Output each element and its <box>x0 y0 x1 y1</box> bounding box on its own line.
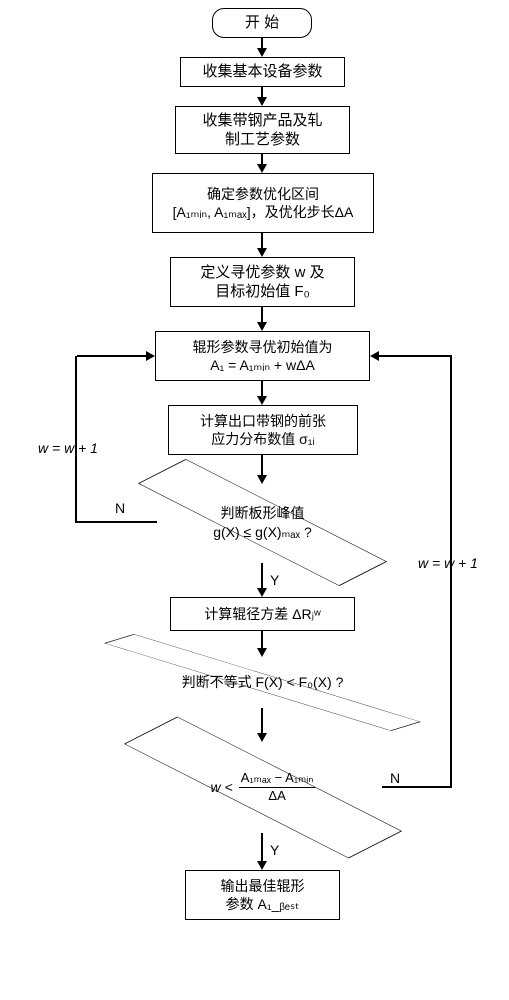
decision-inequality: 判断不等式 F(X) < F₀(X) ? <box>130 655 395 710</box>
d1-no-label: N <box>115 500 125 516</box>
start-label: 开 始 <box>245 13 279 33</box>
d2-text: 判断不等式 F(X) < F₀(X) ? <box>182 673 344 691</box>
loop-right-label: w = w + 1 <box>418 555 478 571</box>
d3-no-label: N <box>390 770 400 786</box>
d3-w: w < <box>211 778 233 796</box>
node-calc-tension: 计算出口带钢的前张 应力分布数值 σ₁ᵢ <box>168 405 358 455</box>
n7-text: 计算辊径方差 ΔRⱼʷ <box>204 605 321 623</box>
node-define-param: 定义寻优参数 w 及 目标初始值 F₀ <box>170 257 355 307</box>
n6-text: 计算出口带钢的前张 应力分布数值 σ₁ᵢ <box>200 412 326 448</box>
d3-yes-label: Y <box>270 842 279 858</box>
node-optimize-interval: 确定参数优化区间 [A₁ₘᵢₙ, A₁ₘₐₓ]，及优化步长ΔA <box>152 173 374 233</box>
d3-frac-bot: ΔA <box>266 788 287 805</box>
start-node: 开 始 <box>212 8 312 38</box>
d3-frac-top: A₁ₘₐₓ − A₁ₘᵢₙ <box>239 770 316 788</box>
node-output: 输出最佳辊形 参数 A₁_ᵦₑₛₜ <box>185 870 340 920</box>
loop-left-label: w = w + 1 <box>38 440 98 456</box>
n1-text: 收集基本设备参数 <box>202 62 322 82</box>
n2-text: 收集带钢产品及轧 制工艺参数 <box>202 111 322 150</box>
node-collect-equipment: 收集基本设备参数 <box>180 57 345 87</box>
n4-text: 定义寻优参数 w 及 目标初始值 F₀ <box>200 263 324 302</box>
n3-text: 确定参数优化区间 [A₁ₘᵢₙ, A₁ₘₐₓ]，及优化步长ΔA <box>173 185 354 221</box>
node-initial-value: 辊形参数寻优初始值为 A₁ = A₁ₘᵢₙ + wΔA <box>155 331 370 381</box>
node-collect-product: 收集带钢产品及轧 制工艺参数 <box>175 106 350 154</box>
decision-peak: 判断板形峰值 g(X) ≤ g(X)ₘₐₓ ? <box>155 480 370 565</box>
out-text: 输出最佳辊形 参数 A₁_ᵦₑₛₜ <box>221 877 305 913</box>
d1-text: 判断板形峰值 g(X) ≤ g(X)ₘₐₓ ? <box>213 504 312 540</box>
decision-w-limit: w < A₁ₘₐₓ − A₁ₘᵢₙ ΔA <box>143 740 383 835</box>
n5-text: 辊形参数寻优初始值为 A₁ = A₁ₘᵢₙ + wΔA <box>193 338 333 374</box>
node-calc-variance: 计算辊径方差 ΔRⱼʷ <box>170 597 355 631</box>
d1-yes-label: Y <box>270 572 279 588</box>
